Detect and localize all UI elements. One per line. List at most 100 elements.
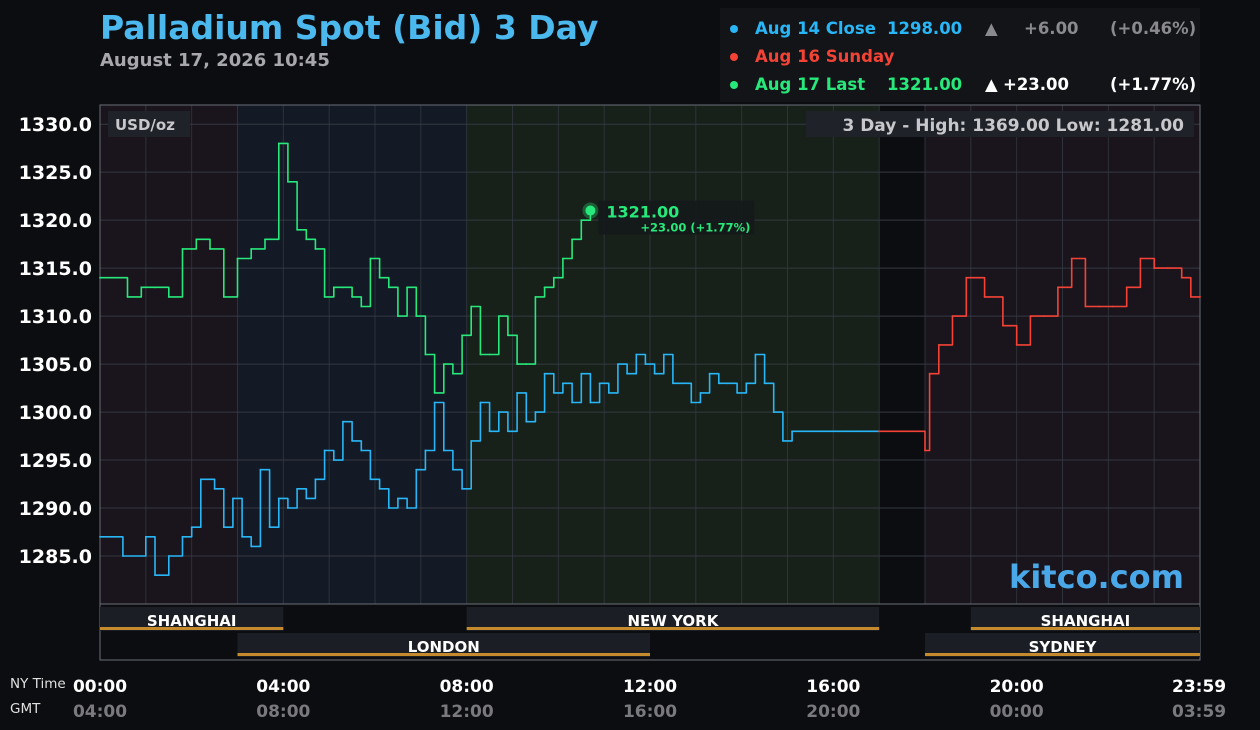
data-point [924,449,926,452]
y-tick-label: 1315.0 [19,258,92,280]
data-point [763,382,766,385]
session-band [100,105,238,604]
legend-value: 1298.00 [887,19,963,38]
data-point [250,248,253,250]
session-band [879,105,925,604]
data-point [470,439,473,442]
data-point [378,276,381,279]
data-point [589,401,592,404]
data-point [442,363,445,365]
data-point [965,276,968,279]
x-tick-label-ny: 23:59 [1172,677,1226,697]
data-point [112,276,115,279]
high-low-label: 3 Day - High: 1369.00 Low: 1281.00 [842,116,1184,136]
data-point [406,286,408,289]
x-tick-label-ny: 20:00 [990,677,1044,697]
data-point [296,228,298,231]
legend-percent: (+1.77%) [1110,75,1197,94]
data-point [378,487,381,490]
high-low-bg [806,111,1194,137]
data-point [534,411,537,413]
data-point [791,430,793,433]
data-point [873,430,876,433]
data-point [277,497,280,500]
data-point [154,286,156,289]
session-bar-underline [466,627,880,630]
data-point [754,353,757,356]
x-tick-label-ny: 04:00 [256,677,310,697]
data-point [199,478,202,481]
data-point [323,449,326,452]
data-point [268,526,271,529]
data-point [332,286,335,289]
y-tick-label: 1285.0 [19,546,92,568]
series-dot-icon [730,81,738,89]
data-point [369,257,372,260]
data-point [507,430,509,433]
data-point [488,353,491,356]
data-point [181,248,184,250]
data-point [662,353,665,356]
session-bar-underline [237,653,650,656]
gmt-label: GMT [10,701,41,717]
data-point [818,430,821,433]
data-point [259,468,262,471]
data-point [167,555,170,557]
data-point [1084,305,1087,308]
data-point [461,487,463,490]
data-point [644,363,647,365]
data-point [598,382,601,385]
data-point [1112,305,1114,308]
data-point [717,382,720,385]
y-tick-label: 1300.0 [19,402,92,424]
data-point [562,382,564,385]
data-point [470,305,473,308]
x-tick-label-gmt: 04:00 [73,702,127,722]
data-point [937,344,940,346]
data-point [452,468,454,471]
data-point [727,382,729,385]
data-point [287,507,289,509]
data-point [745,382,748,385]
data-point [497,315,500,318]
data-point [571,238,573,241]
data-point [708,372,711,375]
data-point [1015,344,1018,346]
data-point [314,248,317,250]
data-point [736,391,738,394]
data-point [516,363,518,365]
data-point [617,363,619,365]
data-point [305,238,308,241]
data-point [901,430,903,433]
data-point [99,535,101,538]
data-point [167,296,170,298]
data-point [415,468,418,471]
x-tick-label-gmt: 03:59 [1172,702,1226,722]
data-point [342,286,344,289]
data-point [287,180,289,183]
data-point [424,449,427,452]
legend-panel: Aug 14 Close 1298.00 ▲ +6.00 (+0.46%) Au… [720,8,1200,102]
data-point [1057,286,1059,289]
data-point [983,296,986,298]
y-tick-label: 1295.0 [19,450,92,472]
data-point [442,449,445,452]
unit-label-bg [108,111,190,137]
y-tick-label: 1325.0 [19,162,92,184]
data-point [543,372,546,375]
data-point [232,497,234,500]
ny-time-label: NY Time [10,676,66,692]
data-point [236,257,239,260]
data-point [580,219,583,222]
data-point [479,401,482,404]
data-point [800,430,803,433]
data-point [507,334,509,337]
data-point [1167,267,1169,270]
data-point [305,497,308,500]
session-bar-underline [970,627,1200,630]
legend-label: Aug 14 Close [755,19,876,38]
data-point [1125,286,1128,289]
data-point [277,142,280,145]
data-point [360,305,363,308]
